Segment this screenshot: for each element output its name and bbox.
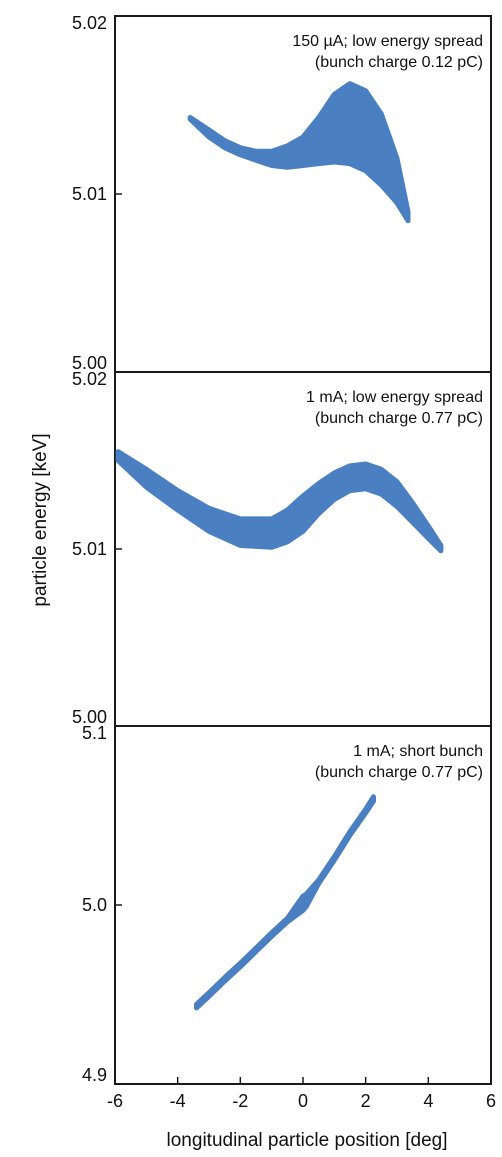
x-tick-label: 2 <box>361 1091 371 1111</box>
x-tick-label: -2 <box>232 1091 248 1111</box>
particle-distribution-3 <box>194 794 376 1011</box>
y-tick-label: 5.1 <box>82 723 107 743</box>
y-axis-label: particle energy [keV] <box>30 433 51 606</box>
x-tick-label: 0 <box>298 1091 308 1111</box>
y-tick-label: 5.02 <box>72 369 107 389</box>
panel-annotation: 150 µA; low energy spread <box>292 33 483 50</box>
panel-1: 5.02 5.01 5.00 150 µA; low energy spread (bu… <box>72 13 492 373</box>
y-tick-label: 5.0 <box>82 895 107 915</box>
panel-annotation: (bunch charge 0.77 pC) <box>315 764 483 781</box>
panel-annotation: (bunch charge 0.77 pC) <box>315 410 483 427</box>
x-tick-label: 6 <box>486 1091 496 1111</box>
panel-3: 5.1 5.0 4.9-6 -4 -2 0 2 4 6 1 mA; short bunch (bun… <box>82 723 496 1111</box>
y-tick-label: 5.01 <box>72 184 107 204</box>
panel-annotation: 1 mA; low energy spread <box>306 389 483 406</box>
y-tick-label: 4.9 <box>82 1065 107 1085</box>
x-tick-label: -4 <box>170 1091 186 1111</box>
x-tick-label: 4 <box>423 1091 433 1111</box>
panel-2: 5.02 5.01 5.00 1 mA; low energy spread (bunc… <box>72 369 492 727</box>
y-tick-label: 5.02 <box>72 13 107 33</box>
panel-annotation: (bunch charge 0.12 pC) <box>315 54 483 71</box>
y-tick-label: 5.00 <box>72 353 107 373</box>
y-tick-label: 5.00 <box>72 707 107 727</box>
x-tick-label: -6 <box>107 1091 123 1111</box>
y-tick-label: 5.01 <box>72 539 107 559</box>
particle-distribution-1 <box>187 81 411 224</box>
particle-distribution-2 <box>115 449 444 554</box>
x-axis-label: longitudinal particle position [deg] <box>167 1130 448 1151</box>
panel-annotation: 1 mA; short bunch <box>353 743 483 760</box>
